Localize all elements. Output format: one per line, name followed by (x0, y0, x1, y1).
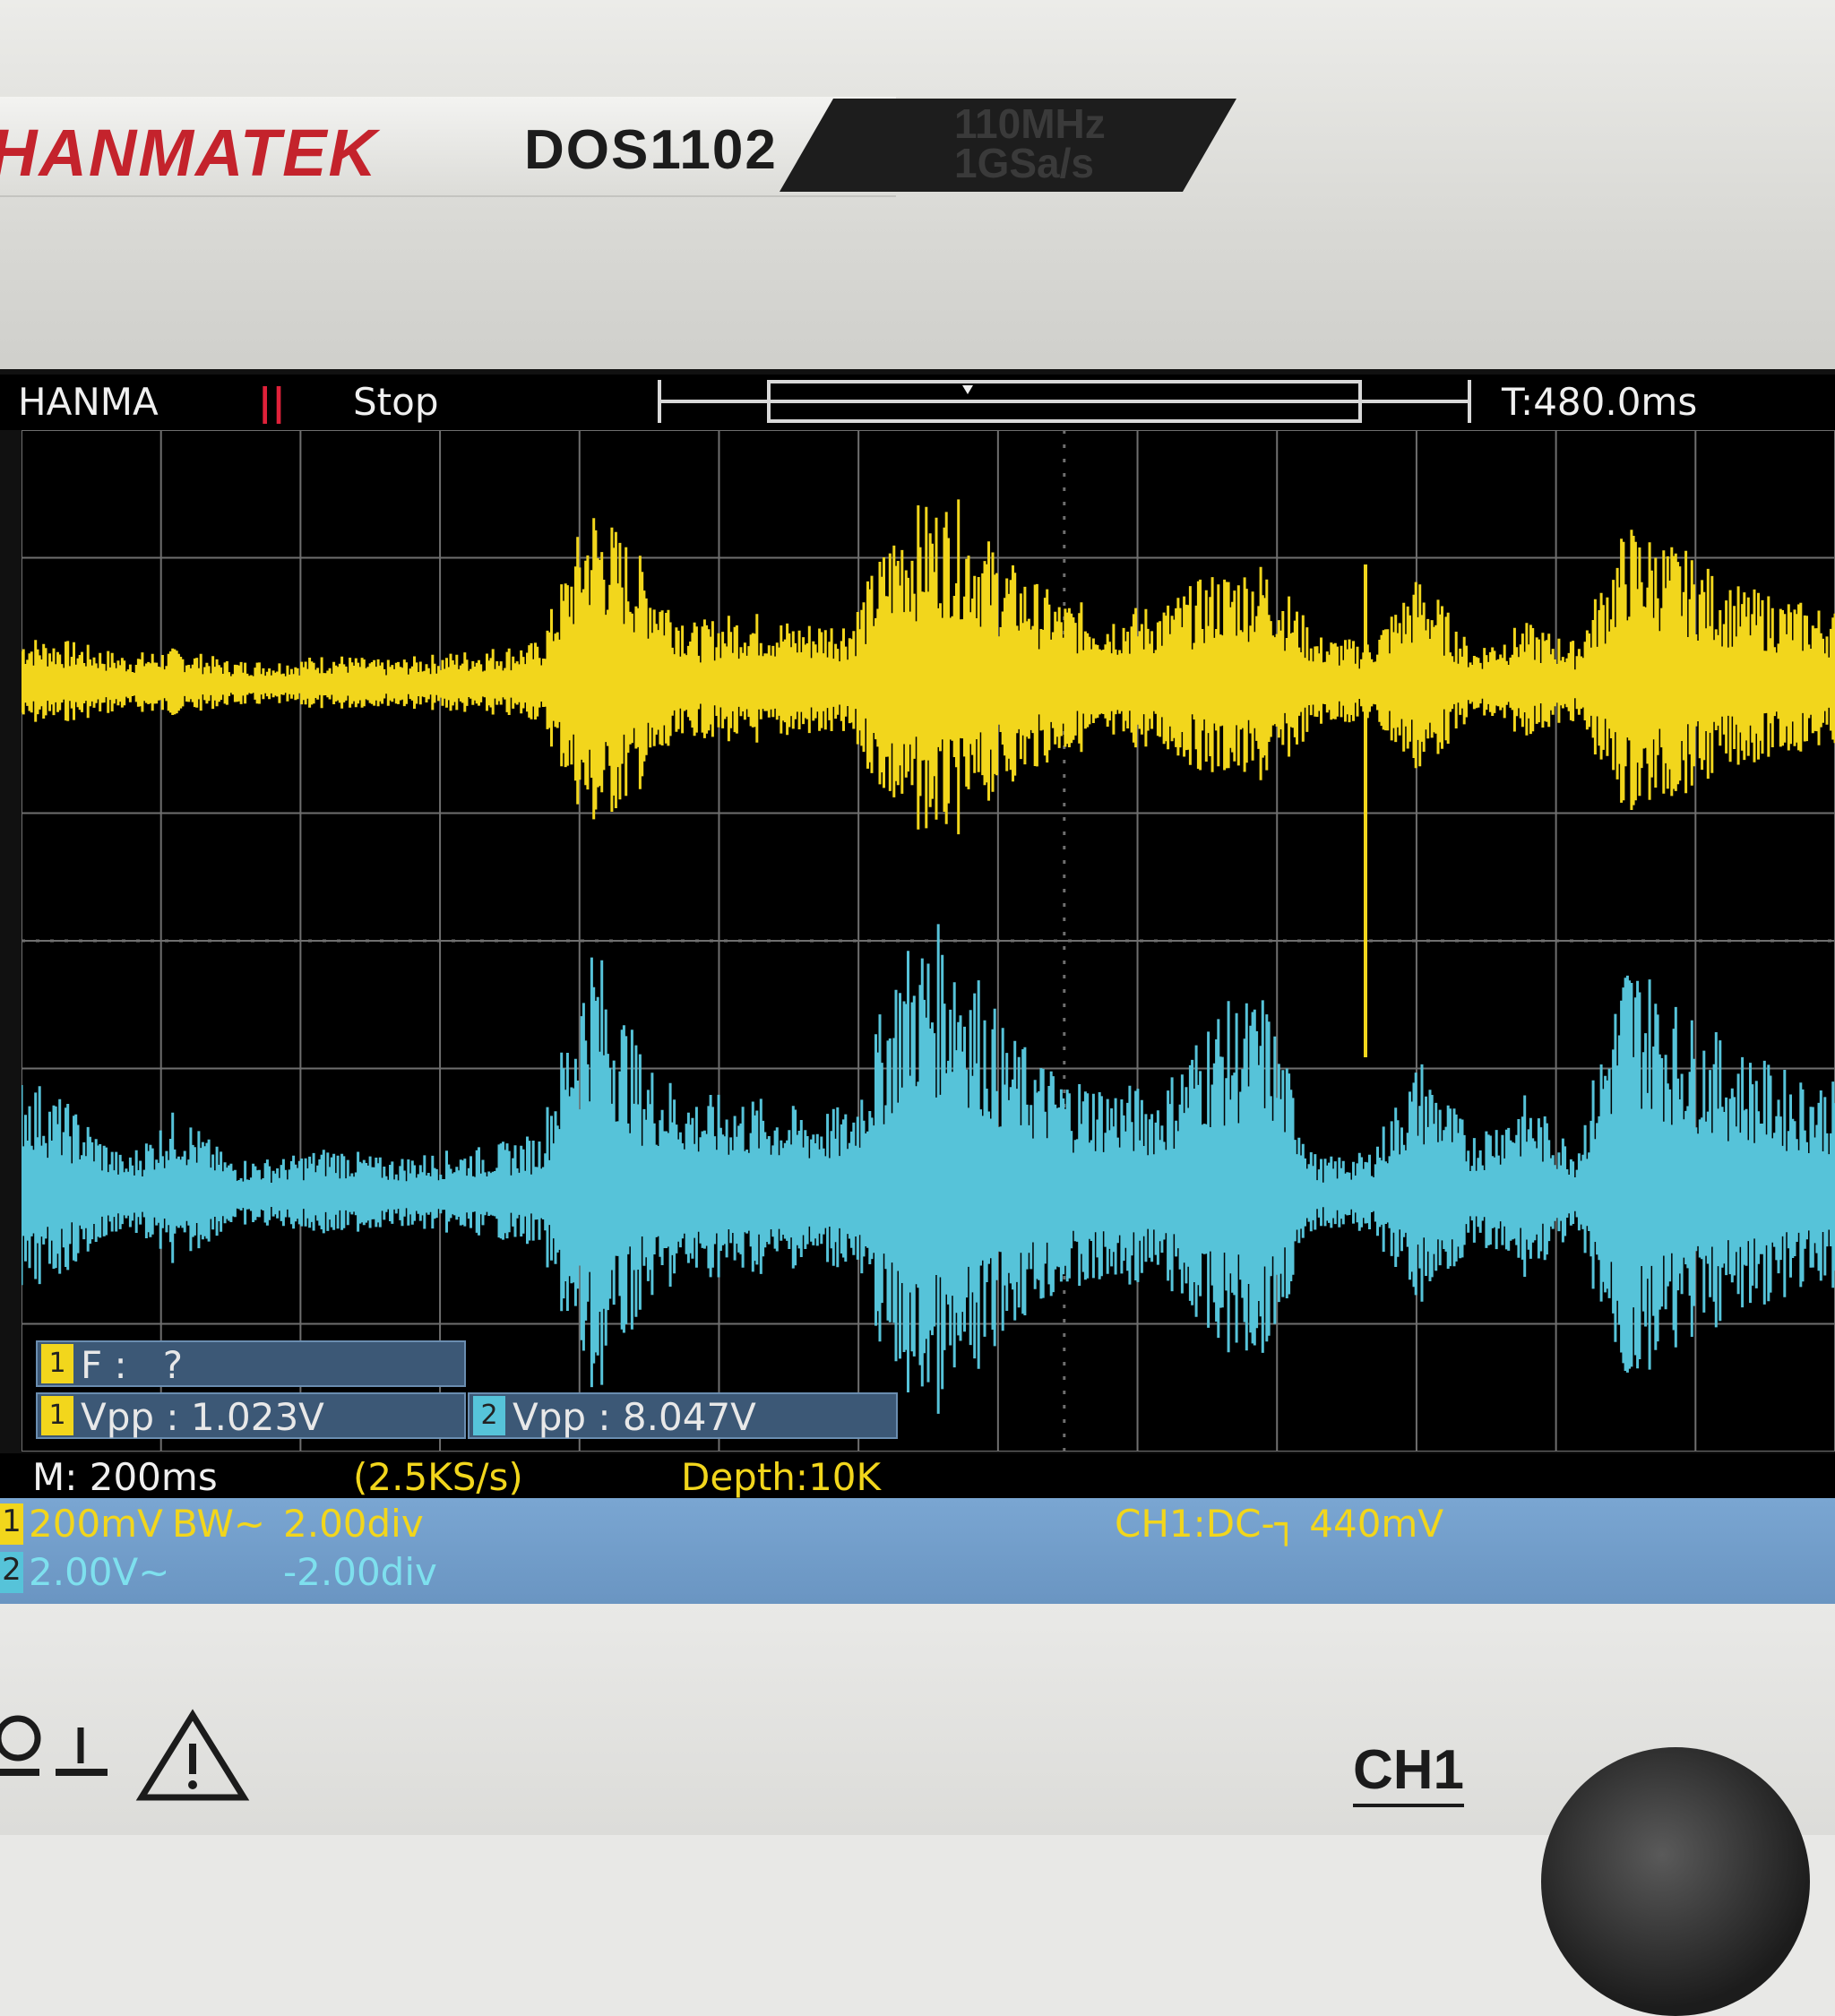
sample-rate-spec: 1GSa/s (954, 140, 1094, 186)
ch1-waveform (22, 499, 1835, 835)
info-row (0, 1453, 1835, 1498)
ground-icon (56, 1727, 108, 1776)
trigger-position-marker (962, 385, 973, 394)
spec-text: 110MHz 1GSa/s (954, 100, 1160, 186)
ch1-bandwidth: BW~ (172, 1502, 266, 1546)
sample-rate: (2.5KS/s) (353, 1455, 523, 1499)
ch2-vpp-label: Vpp : (513, 1395, 611, 1439)
ch2-chip: 2 (473, 1396, 505, 1435)
trigger-info: CH1:DC-┐ 440mV (1115, 1502, 1443, 1546)
ch2-vpp-value: 8.047V (622, 1395, 756, 1439)
view-window (767, 380, 1362, 423)
ch1-scale: 200mV (29, 1502, 163, 1546)
ch2-waveform (22, 924, 1835, 1414)
front-panel-icons (0, 1709, 250, 1801)
ch1-offset: 2.00div (283, 1502, 424, 1546)
rising-edge-icon: ┐ (1274, 1502, 1297, 1546)
memory-depth: Depth:10K (681, 1455, 882, 1499)
ch2-ground-marker (22, 1185, 32, 1210)
pause-icon[interactable]: || (258, 380, 286, 424)
timebase: M: 200ms (32, 1455, 218, 1499)
ch2-vpp-measurement: 2 Vpp : 8.047V (468, 1392, 898, 1439)
run-state[interactable]: Stop (353, 380, 439, 424)
ch1-chip: 1 (41, 1396, 73, 1435)
waveform-display[interactable] (22, 430, 1835, 1452)
memory-timeline[interactable] (654, 376, 1478, 426)
bandwidth-spec: 110MHz (954, 100, 1106, 147)
ch1-vpp-value: 1.023V (190, 1395, 324, 1439)
ch1-indicator[interactable]: 1 (0, 1503, 23, 1545)
ch2-indicator[interactable]: 2 (0, 1552, 23, 1593)
screen-logo: HANMA (18, 380, 159, 424)
trigger-time: T:480.0ms (1502, 380, 1698, 424)
ch1-vpp-label: Vpp : (81, 1395, 179, 1439)
brand-strip (0, 97, 896, 197)
warning-icon (135, 1709, 250, 1801)
channel-panel (0, 1498, 1835, 1604)
ch2-scale: 2.00V~ (29, 1550, 170, 1594)
model-name: DOS1102 (524, 119, 778, 181)
ch1-vpp-measurement: 1 Vpp : 1.023V (36, 1392, 466, 1439)
freq-label: F : (81, 1343, 127, 1387)
freq-value: ? (162, 1343, 184, 1387)
trigger-source: CH1:DC- (1115, 1502, 1275, 1546)
brand-logo: HANMATEK (0, 116, 378, 190)
ch1-ground-marker (22, 674, 32, 699)
ch2-offset: -2.00div (283, 1550, 437, 1594)
ch1-chip: 1 (41, 1344, 73, 1383)
trigger-level: 440mV (1309, 1502, 1444, 1546)
probe-comp-icon (0, 1715, 41, 1776)
ch1-knob[interactable] (1541, 1747, 1810, 2016)
waveform-traces (22, 499, 1835, 1414)
ch1-button-label: CH1 (1353, 1738, 1465, 1807)
bottom-bezel (0, 1604, 1835, 1835)
